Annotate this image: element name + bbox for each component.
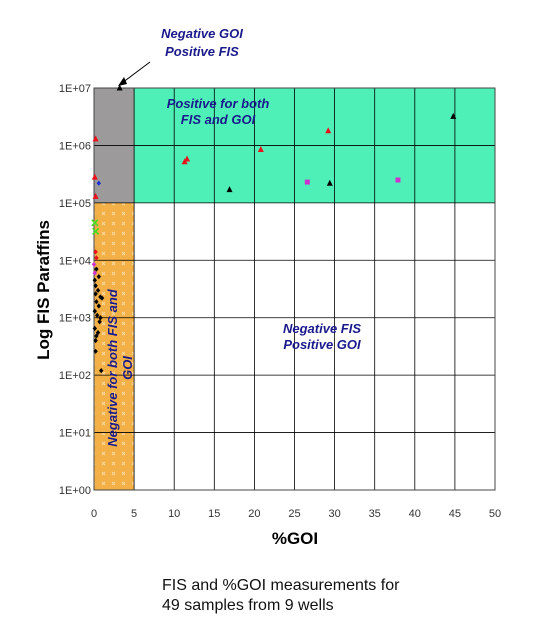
grid-layer — [93, 87, 496, 491]
x-tick-label: 35 — [369, 508, 381, 520]
data-point-x — [92, 227, 100, 235]
region-label-negative-both-line-2: GOI — [120, 356, 135, 380]
y-tick-label: 1E+03 — [59, 313, 91, 325]
x-tick-label: 15 — [208, 508, 220, 520]
data-point-diamond — [95, 330, 101, 336]
data-point-triangle — [450, 112, 457, 119]
annotation-negative-fis-positive-goi-line-2: Positive GOI — [283, 337, 361, 352]
data-point-x — [91, 219, 99, 227]
data-point-diamond — [96, 180, 102, 186]
y-tick-label: 1E+05 — [59, 198, 91, 210]
region-pattern-negative-both — [94, 202, 135, 490]
data-point-diamond — [92, 277, 98, 283]
annotation-arrow-line — [121, 61, 151, 84]
data-point-diamond — [98, 294, 103, 300]
data-point-triangle — [91, 173, 98, 180]
annotation-negative-goi-positive-fis-line-2: Positive FIS — [165, 44, 239, 59]
data-point-diamond — [92, 270, 98, 276]
region-label-positive-both-line-2: FIS and GOI — [181, 112, 256, 127]
data-point-triangle — [326, 179, 333, 186]
points-layer — [91, 84, 457, 374]
data-point-diamond — [91, 261, 97, 267]
data-point-triangle — [184, 155, 191, 162]
data-point-triangle — [116, 84, 123, 91]
data-point-square — [395, 177, 401, 183]
annotation-arrowhead — [118, 77, 127, 86]
data-point-diamond — [95, 312, 100, 318]
data-point-diamond — [99, 295, 105, 301]
data-point-diamond — [92, 325, 98, 332]
data-point-diamond — [92, 308, 98, 314]
y-axis-title: Log FIS Paraffins — [34, 220, 53, 360]
x-tick-label: 40 — [409, 508, 421, 520]
data-point-diamond — [94, 333, 99, 339]
data-point-diamond — [96, 303, 102, 309]
x-tick-label: 20 — [248, 508, 260, 520]
y-tick-label: 1E+06 — [59, 140, 91, 152]
y-tick-label: 1E+02 — [59, 370, 91, 382]
data-point-diamond — [94, 299, 99, 305]
data-point-triangle — [257, 145, 264, 152]
data-point-diamond — [93, 283, 98, 289]
data-point-diamond — [93, 337, 98, 344]
data-point-diamond — [97, 319, 102, 325]
x-tick-label: 30 — [328, 508, 340, 520]
data-point-diamond — [94, 266, 99, 272]
x-tick-label: 45 — [449, 508, 461, 520]
data-point-diamond — [94, 255, 99, 261]
data-point-triangle — [92, 192, 99, 199]
data-point-triangle — [226, 186, 233, 193]
data-point-square — [304, 179, 310, 185]
data-point-diamond — [99, 367, 104, 374]
y-tick-label: 1E+07 — [59, 83, 91, 95]
plot-frame — [93, 87, 496, 491]
ticks-layer: 0 5 10 15 20 25 30 35 40 45 50 1E+00 1E+01 1E+02 1E+03… — [59, 83, 501, 520]
y-tick-label: 1E+01 — [59, 428, 91, 440]
x-tick-label: 5 — [131, 508, 137, 520]
region-label-positive-both-line-1: Positive for both — [167, 96, 270, 111]
caption-line-1: FIS and %GOI measurements for — [162, 577, 400, 594]
data-point-diamond — [93, 291, 98, 297]
x-tick-label: 25 — [288, 508, 300, 520]
data-point-diamond — [95, 287, 101, 293]
x-tick-label: 10 — [168, 508, 180, 520]
data-point-diamond — [93, 249, 98, 255]
data-point-diamond — [93, 348, 98, 354]
region-label-negative-both-line-1: Negative for both FIS and — [105, 288, 120, 447]
annotation-negative-goi-positive-fis-line-1: Negative GOI — [161, 26, 243, 41]
data-point-triangle — [325, 127, 332, 134]
annotation-negative-fis-positive-goi-line-1: Negative FIS — [283, 321, 361, 336]
data-point-triangle — [92, 135, 99, 142]
figure-caption: FIS and %GOI measurements for 49 samples… — [162, 576, 502, 616]
data-point-diamond — [98, 315, 103, 321]
x-tick-label: 50 — [489, 508, 501, 520]
caption-line-2: 49 samples from 9 wells — [162, 597, 334, 614]
x-tick-label: 0 — [91, 508, 97, 520]
x-axis-title: %GOI — [272, 529, 318, 548]
data-point-diamond — [96, 273, 102, 280]
y-tick-label: 1E+04 — [59, 255, 91, 267]
y-tick-label: 1E+00 — [59, 485, 91, 497]
